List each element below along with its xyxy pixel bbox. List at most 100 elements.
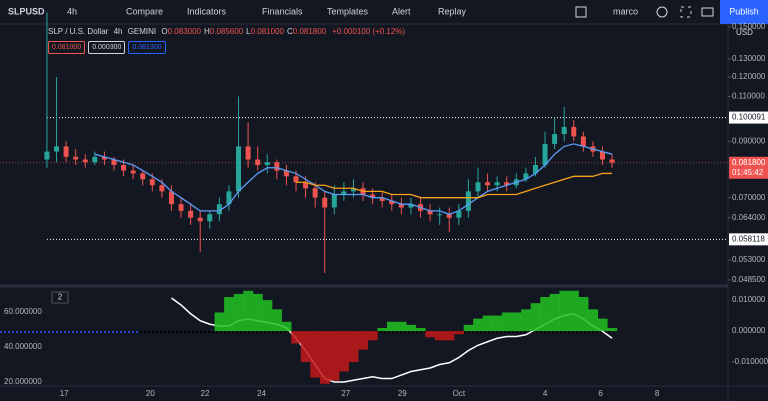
ohlc: O0.083000 H0.085600 L0.081000 C0.081800: [161, 27, 329, 36]
candle-body: [389, 200, 395, 205]
currency: USD: [736, 28, 753, 37]
histogram-bar: [540, 296, 551, 332]
histogram-bar: [530, 303, 541, 332]
candle-body: [542, 143, 548, 165]
histogram-bar: [339, 331, 349, 372]
order-box: 0.081300: [128, 41, 166, 54]
histogram-bar: [463, 324, 474, 332]
candle-body: [331, 194, 337, 208]
histogram-bar: [252, 293, 263, 332]
change: +0.000100 (+0.12%): [332, 27, 406, 36]
toolbar-item[interactable]: Replay: [438, 6, 467, 16]
ohlc-value: 0.081800: [292, 27, 327, 36]
tick-label: 0.150000: [732, 22, 766, 31]
tick-label: -0.010000: [732, 357, 768, 366]
histogram-bar: [377, 327, 388, 332]
histogram-bar: [310, 331, 321, 378]
histogram-bar: [473, 318, 484, 332]
candle-body: [532, 164, 538, 174]
candle-body: [350, 188, 356, 192]
histogram-bar: [386, 321, 397, 332]
interval: 4h: [113, 27, 123, 36]
toolbar-item[interactable]: Templates: [327, 6, 369, 16]
histogram-bar: [319, 331, 330, 384]
histogram-bar: [434, 331, 445, 341]
candle-body: [600, 151, 606, 160]
histogram-bar: [214, 312, 225, 332]
toolbar-item[interactable]: Alert: [392, 6, 411, 16]
tick-label: 0.048500: [732, 275, 766, 284]
candle-body: [283, 170, 289, 177]
candle-body: [264, 162, 270, 165]
candle-body: [504, 182, 510, 186]
candle-body: [101, 156, 107, 160]
symbol[interactable]: SLPUSD: [8, 6, 45, 16]
toolbar-item[interactable]: Financials: [262, 6, 303, 16]
candle-body: [216, 204, 222, 215]
candle-body: [54, 146, 60, 152]
histogram-bar: [396, 321, 407, 332]
histogram-bar: [406, 324, 417, 332]
candle-body: [44, 151, 50, 160]
candle-body: [140, 173, 146, 180]
candle-body: [370, 194, 376, 198]
interval[interactable]: 4h: [67, 6, 77, 16]
candle-body: [456, 210, 462, 218]
price-tag-label: 0.058118: [732, 234, 765, 243]
legend-row: SLP / U.S. Dollar 4h GEMINI O0.083000 H0.…: [48, 27, 408, 36]
candle-body: [82, 159, 88, 163]
histogram-bar: [272, 309, 282, 332]
toolbar-item[interactable]: Compare: [126, 6, 163, 16]
badge-label: 2: [58, 293, 63, 302]
candle-body: [226, 191, 232, 205]
ohlc-key: H: [204, 27, 210, 36]
tick-label: 0.053000: [732, 255, 766, 264]
histogram-bar: [348, 331, 359, 363]
price-tag-label: 0.100091: [732, 113, 766, 122]
user[interactable]: marco: [613, 6, 638, 16]
tick-label: 22: [201, 389, 210, 398]
tick-label: Oct: [453, 389, 466, 398]
tick-label: 29: [398, 389, 407, 398]
candle-body: [188, 210, 194, 218]
tick-label: 20.000000: [4, 377, 42, 386]
candle-body: [312, 188, 318, 198]
candle-body: [159, 185, 165, 192]
candle-body: [322, 197, 328, 208]
publish-button[interactable]: [720, 0, 768, 24]
candle-body: [427, 210, 433, 215]
histogram-bar: [607, 327, 618, 332]
tick-label: 20: [146, 389, 155, 398]
candle-body: [465, 191, 471, 211]
histogram-bar: [454, 331, 464, 335]
ohlc-key: C: [286, 27, 293, 36]
candle-body: [523, 173, 529, 180]
candle-body: [341, 191, 347, 195]
candle-body: [571, 126, 577, 137]
publish[interactable]: Publish: [729, 6, 759, 16]
tick-label: 0.070000: [732, 193, 766, 202]
line: [295, 172, 613, 199]
snapshot-icon[interactable]: [701, 7, 714, 17]
fullscreen-icon[interactable]: [680, 6, 692, 18]
tick-label: 0.120000: [732, 72, 766, 81]
settings-icon[interactable]: [656, 6, 668, 18]
tick-label: 40.000000: [4, 342, 42, 351]
candle-body: [293, 176, 299, 183]
tick-label: 0.064000: [732, 213, 766, 222]
histogram-bar: [444, 331, 455, 341]
order-boxes: 0.081000 0.000300 0.081300: [48, 41, 408, 54]
tick-label: 6: [598, 389, 603, 398]
candle-body: [580, 136, 586, 147]
countdown: 01:45:42: [732, 168, 764, 177]
histogram-bar: [415, 327, 426, 332]
histogram-bar: [588, 309, 599, 332]
layout-icon[interactable]: [575, 6, 587, 18]
toolbar-item[interactable]: Indicators: [187, 6, 227, 16]
histogram-bar: [329, 331, 340, 381]
tick-label: 27: [341, 389, 350, 398]
histogram-bar: [262, 300, 273, 332]
tick-label: 0.090000: [732, 136, 766, 145]
histogram-bar: [291, 331, 302, 344]
histogram-bar: [492, 315, 503, 332]
